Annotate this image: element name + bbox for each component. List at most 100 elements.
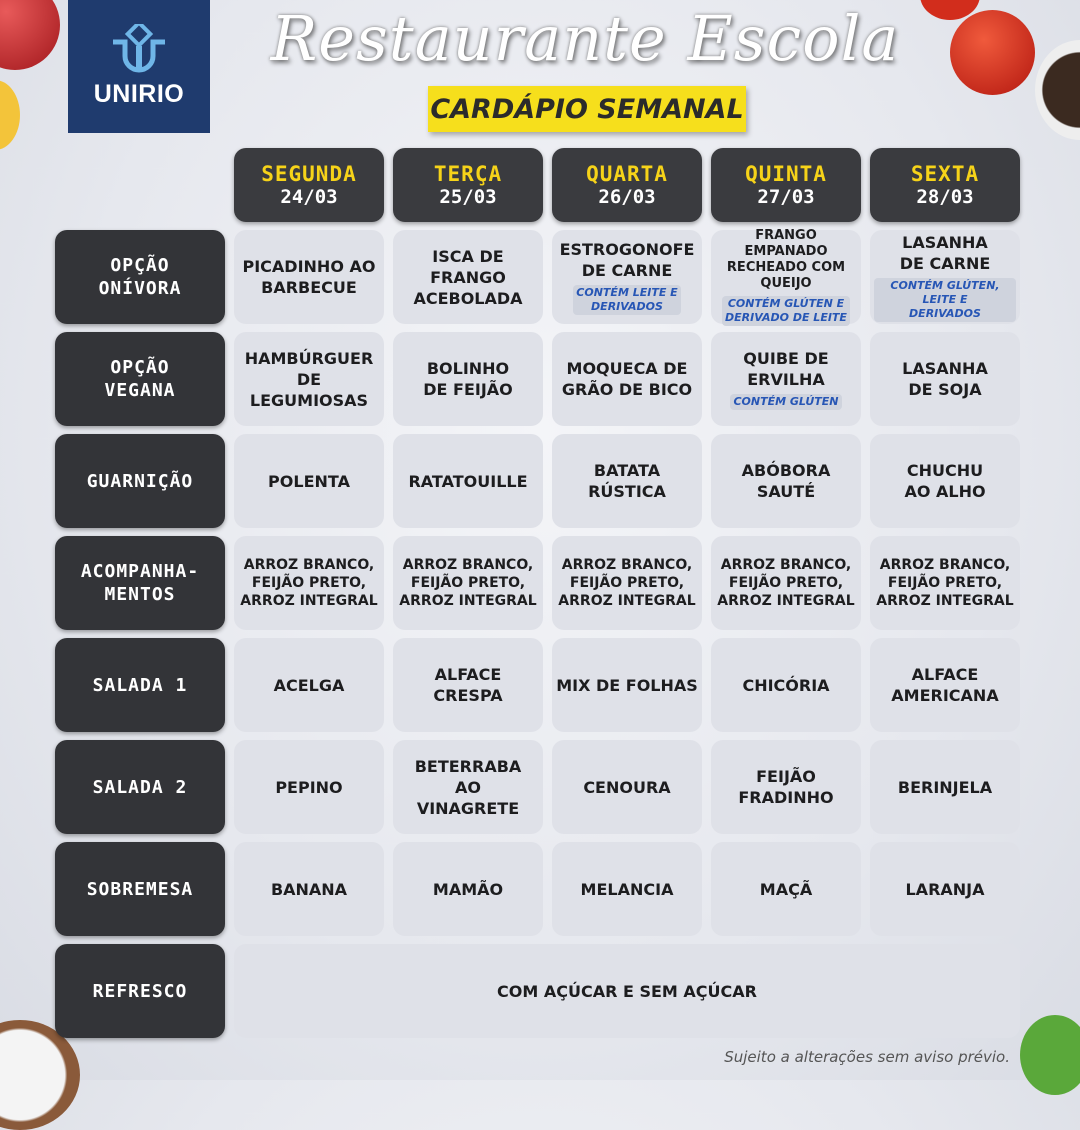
logo-text: UNIRIO [93, 80, 185, 108]
dish-name: ARROZ BRANCO, FEIJÃO PRETO, ARROZ INTEGR… [399, 557, 537, 609]
menu-cell: MIX DE FOLHAS [552, 638, 702, 732]
day-name: QUARTA [586, 162, 668, 186]
dish-name: PEPINO [275, 777, 343, 797]
dish-name: ACELGA [273, 675, 345, 695]
menu-cell: ESTROGONOFE DE CARNE CONTÉM LEITE E DERIV… [552, 230, 702, 324]
day-header: QUARTA 26/03 [552, 148, 702, 222]
dish-name: MOQUECA DE GRÃO DE BICO [561, 359, 693, 399]
menu-cell: ISCA DE FRANGO ACEBOLADA [393, 230, 543, 324]
dish-name: ARROZ BRANCO, FEIJÃO PRETO, ARROZ INTEGR… [876, 557, 1014, 609]
lemon-decoration [0, 80, 20, 150]
menu-cell: ALFACE CRESPA [393, 638, 543, 732]
day-name: SEGUNDA [261, 162, 357, 186]
menu-cell: MAMÃO [393, 842, 543, 936]
dish-name: ESTROGONOFE DE CARNE [559, 240, 695, 280]
row-label: OPÇÃO ONÍVORA [55, 230, 225, 324]
row-label: SALADA 1 [55, 638, 225, 732]
menu-cell: MELANCIA [552, 842, 702, 936]
menu-cell: ACELGA [234, 638, 384, 732]
menu-cell: CENOURA [552, 740, 702, 834]
menu-cell: PEPINO [234, 740, 384, 834]
row-label: SALADA 2 [55, 740, 225, 834]
dish-name: MELANCIA [580, 879, 674, 899]
day-date: 26/03 [598, 186, 656, 208]
tomato-decoration [920, 0, 980, 20]
dish-name: ALFACE CRESPA [433, 665, 503, 705]
leaf-decoration [1020, 1015, 1080, 1095]
day-date: 27/03 [757, 186, 815, 208]
dish-name: MAMÃO [432, 879, 504, 899]
dish-name: PICADINHO AO BARBECUE [242, 257, 376, 297]
day-name: SEXTA [910, 162, 980, 186]
row-label: OPÇÃO VEGANA [55, 332, 225, 426]
tomato-decoration [950, 10, 1035, 95]
day-date: 28/03 [916, 186, 974, 208]
day-name: TERÇA [433, 162, 503, 186]
dish-name: BATATA RÚSTICA [588, 461, 666, 501]
menu-cell: BATATA RÚSTICA [552, 434, 702, 528]
footer-disclaimer: Sujeito a alterações sem aviso prévio. [724, 1048, 1010, 1066]
menu-cell: LASANHA DE SOJA [870, 332, 1020, 426]
menu-cell: LARANJA [870, 842, 1020, 936]
apple-decoration [0, 0, 60, 70]
day-date: 24/03 [280, 186, 338, 208]
menu-cell: PICADINHO AO BARBECUE [234, 230, 384, 324]
dish-name: ABÓBORA SAUTÉ [741, 461, 831, 501]
menu-cell: BOLINHO DE FEIJÃO [393, 332, 543, 426]
menu-cell: BERINJELA [870, 740, 1020, 834]
menu-cell: ALFACE AMERICANA [870, 638, 1020, 732]
grid-corner [55, 148, 225, 222]
day-header: SEGUNDA 24/03 [234, 148, 384, 222]
dish-name: POLENTA [268, 471, 350, 491]
menu-cell: POLENTA [234, 434, 384, 528]
dish-name: LASANHA DE SOJA [902, 359, 988, 399]
dish-name: FEIJÃO FRADINHO [738, 767, 834, 807]
page-title: Restaurante Escola [270, 2, 900, 75]
menu-cell: CHICÓRIA [711, 638, 861, 732]
dish-name: LARANJA [905, 879, 985, 899]
allergen-note: CONTÉM GLÚTEN, LEITE E DERIVADOS [874, 278, 1016, 322]
menu-cell: RATATOUILLE [393, 434, 543, 528]
refresco-cell: COM AÇÚCAR E SEM AÇÚCAR [234, 944, 1020, 1038]
menu-grid: SEGUNDA 24/03 TERÇA 25/03 QUARTA 26/03 QUINTA 2… [55, 148, 1020, 1038]
dish-name: QUIBE DE ERVILHA [743, 349, 829, 389]
dish-name: MAÇÃ [759, 879, 813, 899]
dish-name: MIX DE FOLHAS [556, 675, 698, 695]
menu-cell: FEIJÃO FRADINHO [711, 740, 861, 834]
day-header: SEXTA 28/03 [870, 148, 1020, 222]
dish-name: FRANGO EMPANADO RECHEADO COM QUEIJO [726, 228, 846, 291]
allergen-note: CONTÉM GLÚTEN E DERIVADO DE LEITE [722, 296, 850, 326]
menu-cell: HAMBÚRGUER DE LEGUMIOSAS [234, 332, 384, 426]
day-header: QUINTA 27/03 [711, 148, 861, 222]
dish-name: CHICÓRIA [742, 675, 830, 695]
subtitle-banner: CARDÁPIO SEMANAL [428, 86, 746, 132]
dish-name: LASANHA DE CARNE [899, 233, 991, 273]
dish-name: ARROZ BRANCO, FEIJÃO PRETO, ARROZ INTEGR… [717, 557, 855, 609]
menu-cell: FRANGO EMPANADO RECHEADO COM QUEIJO CONTÉ… [711, 228, 861, 326]
menu-cell: BETERRABA AO VINAGRETE [393, 740, 543, 834]
unirio-logo: UNIRIO [68, 0, 210, 133]
allergen-note: CONTÉM GLÚTEN [730, 394, 842, 410]
dish-name: BETERRABA AO VINAGRETE [414, 756, 522, 818]
dish-name: RATATOUILLE [408, 471, 528, 491]
dish-name: ARROZ BRANCO, FEIJÃO PRETO, ARROZ INTEGR… [558, 557, 696, 609]
row-label: ACOMPANHA- MENTOS [55, 536, 225, 630]
dish-name: ALFACE AMERICANA [891, 665, 999, 705]
dish-name: HAMBÚRGUER DE LEGUMIOSAS [244, 348, 374, 410]
menu-cell: ARROZ BRANCO, FEIJÃO PRETO, ARROZ INTEGR… [234, 536, 384, 630]
menu-cell: ARROZ BRANCO, FEIJÃO PRETO, ARROZ INTEGR… [393, 536, 543, 630]
menu-cell: LASANHA DE CARNE CONTÉM GLÚTEN, LEITE E D… [870, 230, 1020, 324]
menu-cell: QUIBE DE ERVILHA CONTÉM GLÚTEN [711, 332, 861, 426]
menu-cell: BANANA [234, 842, 384, 936]
day-header: TERÇA 25/03 [393, 148, 543, 222]
menu-cell: MOQUECA DE GRÃO DE BICO [552, 332, 702, 426]
day-name: QUINTA [745, 162, 827, 186]
dish-name: BERINJELA [897, 777, 993, 797]
dish-name: CENOURA [583, 777, 671, 797]
dish-name: BANANA [270, 879, 348, 899]
dish-name: CHUCHU AO ALHO [904, 461, 986, 501]
dish-name: ISCA DE FRANGO ACEBOLADA [413, 246, 523, 308]
day-date: 25/03 [439, 186, 497, 208]
row-label: REFRESCO [55, 944, 225, 1038]
menu-cell: ARROZ BRANCO, FEIJÃO PRETO, ARROZ INTEGR… [870, 536, 1020, 630]
